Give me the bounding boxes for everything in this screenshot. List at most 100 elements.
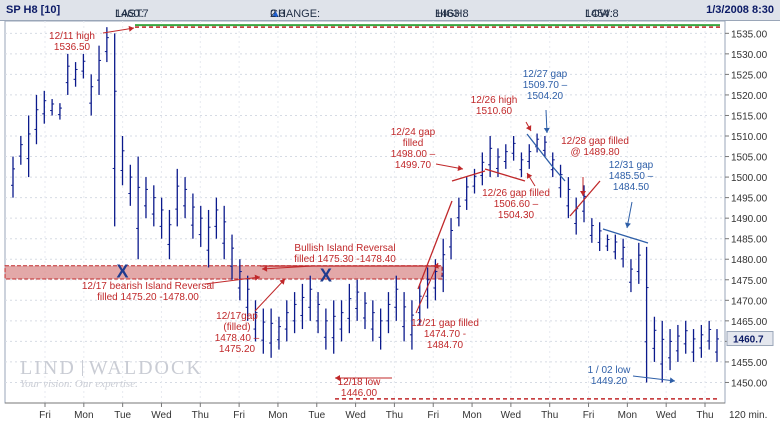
annotation-text: 1504.20 xyxy=(527,91,564,102)
x-tick-label: Wed xyxy=(151,410,171,421)
annotation-text: 1484.70 xyxy=(427,340,464,351)
y-tick-label: 1515.00 xyxy=(731,111,768,122)
trend-connector xyxy=(526,133,553,167)
x-tick-label: Mon xyxy=(268,410,287,421)
quote-header: SP H8 [10] LAST: 1460.7 CHANGE: ▲ 2.3 HI… xyxy=(0,0,780,21)
last-price-tag xyxy=(726,331,774,347)
annotation-text: 12/17gap xyxy=(216,311,258,322)
grid xyxy=(5,21,725,403)
annotation-arrow xyxy=(102,27,135,34)
x-tick-label: Fri xyxy=(39,410,51,421)
arrow-head xyxy=(527,173,533,179)
ohlc-bars xyxy=(11,27,719,383)
annotation-text: 1475.20 xyxy=(219,344,256,355)
plot-area xyxy=(4,21,726,404)
annotation-arrow xyxy=(254,278,286,312)
x-tick-label: Fri xyxy=(233,410,245,421)
trend-connector xyxy=(551,165,566,182)
x-tick-label: Fri xyxy=(583,410,595,421)
arrow-head xyxy=(525,125,532,131)
annotation-text: 1485.50 – xyxy=(609,171,654,182)
annotation-text: filled 1475.20 -1478.00 xyxy=(97,292,199,303)
annotation-text: @ 1489.80 xyxy=(570,147,620,158)
annotation-text: 12/17 bearish Island Reversal xyxy=(82,281,214,292)
annotation-text: 12/11 high xyxy=(49,31,95,42)
price-chart[interactable]: 1450.001455.001460.001465.001470.001475.… xyxy=(0,21,780,430)
x-tick-label: Thu xyxy=(192,410,209,421)
up-arrow-icon: ▲ xyxy=(270,8,281,20)
y-tick-label: 1470.00 xyxy=(731,296,768,307)
trend-connector xyxy=(417,200,453,290)
gap-band-rect xyxy=(4,265,443,280)
x-tick-label: Mon xyxy=(74,410,93,421)
arrow-head xyxy=(669,377,675,384)
y-tick-label: 1480.00 xyxy=(731,255,768,266)
island-x-mark: X xyxy=(117,262,129,282)
arrow-head xyxy=(254,274,260,281)
annotation-text: 1510.60 xyxy=(476,106,513,117)
x-tick-label: Tue xyxy=(308,410,325,421)
gap-band xyxy=(4,265,443,280)
y-tick-label: 1525.00 xyxy=(731,70,768,81)
y-tick-label: 1475.00 xyxy=(731,276,768,287)
trend-connector xyxy=(602,228,649,244)
y-tick-label: 1495.00 xyxy=(731,194,768,205)
annotation-text: 12/28 gap filled xyxy=(561,136,629,147)
arrow-head xyxy=(279,279,285,285)
annotation-text: Bullish Island Reversal xyxy=(294,243,395,254)
x-tick-label: Wed xyxy=(501,410,521,421)
annotation-text: 12/27 gap xyxy=(523,69,568,80)
y-tick-label: 1455.00 xyxy=(731,358,768,369)
annotation-text: 1536.50 xyxy=(54,42,91,53)
date-time: 1/3/2008 8:30 xyxy=(706,4,774,16)
annotation-text: 1504.30 xyxy=(498,210,535,221)
x-tick-label: Fri xyxy=(427,410,439,421)
x-interval-label: 120 min. xyxy=(729,410,767,421)
annotation-text: 1509.70 – xyxy=(523,80,568,91)
arrow-head xyxy=(457,165,463,172)
arrow-head xyxy=(433,263,439,269)
annotation-text: 1474.70 - xyxy=(424,329,466,340)
arrow-head xyxy=(262,265,268,272)
low-value: 1454.8 xyxy=(585,8,619,20)
x-tick-label: Thu xyxy=(386,410,403,421)
y-tick-label: 1530.00 xyxy=(731,50,768,61)
annotation-text: filled xyxy=(403,138,424,149)
arrow-head xyxy=(580,191,586,196)
annotation-text: 1 / 02 low xyxy=(588,365,632,376)
trend-connector xyxy=(451,170,486,182)
annotation-text: 1478.40 – xyxy=(215,333,260,344)
annotation-text: 1506.60 – xyxy=(494,199,539,210)
x-tick-label: Thu xyxy=(696,410,713,421)
y-tick-label: 1465.00 xyxy=(731,317,768,328)
y-tick-label: 1505.00 xyxy=(731,153,768,164)
annotation-arrow xyxy=(632,375,676,382)
arrow-head xyxy=(543,127,550,133)
annotation-lines xyxy=(135,24,720,400)
annotation-text: (filled) xyxy=(223,322,250,333)
y-tick-label: 1520.00 xyxy=(731,91,768,102)
trend-connector xyxy=(569,180,601,217)
island-x-mark: X xyxy=(320,266,332,286)
annotation-text: 1484.50 xyxy=(613,182,650,193)
annotation-text: filled 1475.30 -1478.40 xyxy=(294,254,396,265)
y-tick-label: 1485.00 xyxy=(731,235,768,246)
annotation-arrow xyxy=(204,276,261,285)
x-tick-label: Tue xyxy=(114,410,131,421)
high-value: 1463.8 xyxy=(435,8,469,20)
broker-logo: LIND WALDOCK Your vision. Our expertise. xyxy=(20,357,203,390)
annotation-text: 12/24 gap xyxy=(391,127,436,138)
y-tick-label: 1510.00 xyxy=(731,132,768,143)
trend-connector xyxy=(484,168,526,182)
annotation-text: 12/26 high xyxy=(471,95,518,106)
annotation-text: 1446.00 xyxy=(341,388,378,399)
annotation-text: 12/26 gap filled xyxy=(482,188,550,199)
x-tick-label: Mon xyxy=(462,410,481,421)
annotation-text: 12/18 low xyxy=(338,377,382,388)
annotation-text: 1499.70 xyxy=(395,160,432,171)
x-tick-label: Thu xyxy=(541,410,558,421)
annotation-arrow xyxy=(261,265,314,270)
x-tick-label: Wed xyxy=(656,410,676,421)
arrow-head xyxy=(335,375,340,381)
